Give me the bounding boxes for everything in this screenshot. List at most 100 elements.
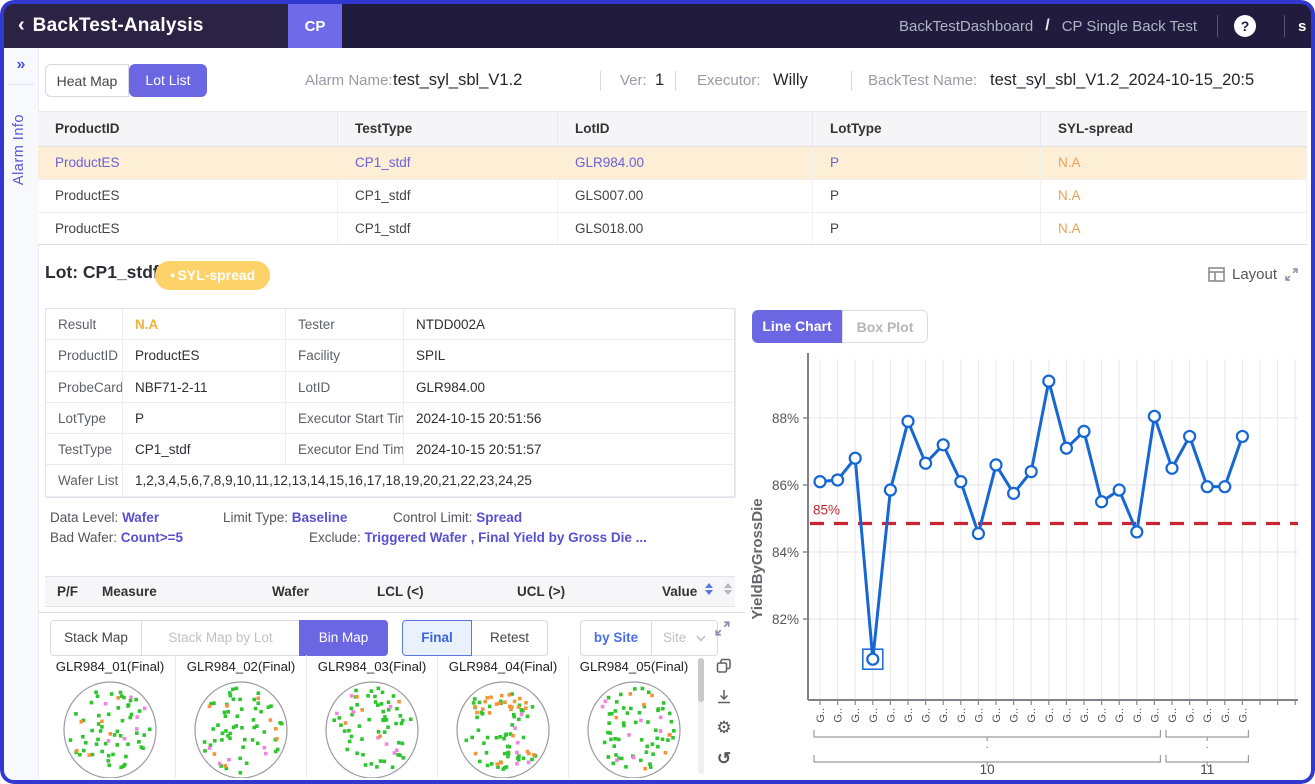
breadcrumb: BackTestDashboard / CP Single Back Test	[899, 4, 1197, 48]
help-icon[interactable]: ?	[1234, 15, 1256, 37]
col-syl-spread[interactable]: SYL-spread	[1058, 121, 1134, 136]
wafer-map-image	[325, 681, 419, 778]
retest-button[interactable]: Retest	[471, 620, 548, 656]
table-row[interactable]: ProductES CP1_stdf GLR984.00 P N.A	[38, 147, 1307, 180]
bad-wafer-value: Count>=5	[120, 530, 184, 545]
sidebar-item-alarm-info[interactable]: Alarm Info	[11, 114, 27, 186]
gear-icon[interactable]: ⚙	[716, 718, 732, 737]
yield-chart-svg: 88% 86% 84% 82% 85% G.. G.. G.. G.. G.. G.. G.. G.. G…	[749, 353, 1298, 777]
badge-dot-icon: ●	[170, 270, 176, 280]
table-row[interactable]: ProductES CP1_stdf GLS018.00 P N.A	[38, 213, 1307, 244]
col-measure[interactable]: Measure	[102, 584, 157, 599]
col-ucl[interactable]: UCL (>)	[517, 584, 566, 599]
cell-syl-spread: N.A	[1041, 147, 1307, 179]
table-row[interactable]: ProductES CP1_stdf GLS007.00 P N.A	[38, 180, 1307, 213]
tab-cp[interactable]: CP	[288, 4, 342, 48]
box-plot-tab[interactable]: Box Plot	[842, 310, 928, 343]
detail-label: ProbeCard	[46, 371, 123, 403]
stack-map-by-lot-button[interactable]: Stack Map by Lot	[141, 620, 300, 656]
cell-test-type: CP1_stdf	[338, 147, 558, 179]
layout-icon	[1208, 267, 1225, 282]
scroll-arrows-icon[interactable]	[712, 583, 732, 595]
svg-text:G..: G..	[1237, 708, 1249, 723]
wafer-map-card[interactable]: GLR984_05(Final)	[568, 655, 695, 778]
breadcrumb-parent[interactable]: BackTestDashboard	[899, 17, 1034, 35]
col-wafer[interactable]: Wafer	[272, 584, 310, 599]
cell-syl-spread: N.A	[1041, 213, 1307, 244]
expand-maps-icon[interactable]	[714, 620, 731, 642]
col-product-id[interactable]: ProductID	[38, 112, 338, 146]
executor-value: Willy	[773, 71, 808, 89]
detail-value: P	[123, 402, 286, 435]
col-value[interactable]: Value	[650, 577, 735, 606]
site-dropdown[interactable]: Site	[651, 620, 718, 656]
yield-line-chart[interactable]: 88% 86% 84% 82% 85% G.. G.. G.. G.. G.. G.. G.. G.. G…	[745, 345, 1307, 778]
svg-text:G..: G..	[1009, 708, 1021, 723]
left-sidebar: » Alarm Info	[4, 48, 39, 780]
sort-icon[interactable]	[705, 583, 714, 595]
svg-text:G..: G..	[921, 708, 933, 723]
cell-syl-spread: N.A	[1041, 180, 1307, 212]
wafer-list-value: 1,2,3,4,5,6,7,8,9,10,11,12,13,14,15,16,1…	[123, 465, 736, 497]
reset-icon[interactable]: ↺	[716, 749, 732, 768]
col-pf[interactable]: P/F	[57, 584, 79, 599]
final-button[interactable]: Final	[402, 620, 472, 656]
wafer-map-strip: GLR984_01(Final) GLR984_02(Final) GLR984_0…	[45, 655, 695, 778]
breadcrumb-separator: /	[1045, 17, 1050, 34]
syl-spread-badge[interactable]: ● SYL-spread	[155, 261, 271, 290]
cell-lot-id: GLR984.00	[558, 147, 813, 179]
cell-lot-type: P	[813, 213, 1041, 244]
by-site-button[interactable]: by Site	[580, 620, 652, 656]
sidebar-collapse-icon[interactable]: »	[16, 56, 26, 73]
divider	[675, 71, 676, 91]
svg-text:YieldByGrossDie: YieldByGrossDie	[749, 498, 766, 619]
user-name[interactable]: s	[1298, 17, 1307, 35]
wafer-map-title: GLR984_03(Final)	[317, 659, 427, 674]
layout-button[interactable]: Layout	[1208, 266, 1299, 283]
expand-icon	[1285, 268, 1298, 281]
lot-list-table: ProductID TestType LotID LotType SYL-spr…	[38, 111, 1307, 244]
wafer-map-card[interactable]: GLR984_04(Final)	[437, 655, 568, 778]
svg-text:G..: G..	[903, 708, 915, 723]
svg-text:G..: G..	[1026, 708, 1038, 723]
backtest-name-value: test_syl_sbl_V1.2_2024-10-15_20:5	[990, 71, 1255, 89]
lot-section-title: Lot: CP1_stdf	[45, 262, 159, 282]
exclude-value: Triggered Wafer , Final Yield by Gross D…	[364, 530, 647, 545]
detail-value-result: N.A	[123, 309, 286, 341]
header-divider	[1217, 15, 1218, 37]
col-test-type[interactable]: TestType	[338, 112, 558, 146]
col-lcl[interactable]: LCL (<)	[377, 584, 424, 599]
tab-lot-list[interactable]: Lot List	[129, 64, 207, 97]
bin-map-button[interactable]: Bin Map	[299, 620, 388, 656]
svg-text:G..: G..	[885, 708, 897, 723]
cell-lot-type: P	[813, 147, 1041, 179]
data-level-label: Data Level:	[50, 510, 119, 525]
detail-value: SPIL	[404, 340, 736, 372]
breadcrumb-current: CP Single Back Test	[1061, 17, 1198, 35]
alarm-name-label: Alarm Name:	[305, 72, 393, 89]
line-chart-tab[interactable]: Line Chart	[752, 310, 842, 343]
svg-text:.: .	[986, 740, 989, 751]
col-lot-id[interactable]: LotID	[558, 112, 813, 146]
svg-text:G..: G..	[1097, 708, 1109, 723]
cell-lot-id: GLS018.00	[558, 213, 813, 244]
svg-text:G..: G..	[815, 708, 827, 723]
wafer-scrollbar[interactable]	[698, 658, 704, 774]
back-icon[interactable]: ‹	[18, 13, 25, 36]
col-lot-type[interactable]: LotType	[813, 112, 1041, 146]
svg-text:10: 10	[980, 762, 995, 777]
svg-text:11: 11	[1200, 762, 1214, 777]
control-limit-value: Spread	[476, 510, 523, 525]
wafer-map-card[interactable]: GLR984_01(Final)	[45, 655, 175, 778]
copy-icon[interactable]	[716, 657, 732, 675]
download-icon[interactable]	[716, 688, 732, 706]
wafer-map-card[interactable]: GLR984_02(Final)	[175, 655, 306, 778]
detail-label: Executor Start Time	[286, 402, 404, 435]
detail-label: Result	[46, 309, 123, 341]
wafer-map-card[interactable]: GLR984_03(Final)	[306, 655, 437, 778]
measure-table-header: P/F Measure Wafer LCL (<) UCL (>) Value	[45, 576, 735, 607]
stack-map-button[interactable]: Stack Map	[50, 620, 142, 656]
header-title-area: ‹ BackTest-Analysis	[4, 4, 288, 48]
tab-heat-map[interactable]: Heat Map	[45, 64, 129, 97]
detail-label: LotID	[286, 371, 404, 403]
